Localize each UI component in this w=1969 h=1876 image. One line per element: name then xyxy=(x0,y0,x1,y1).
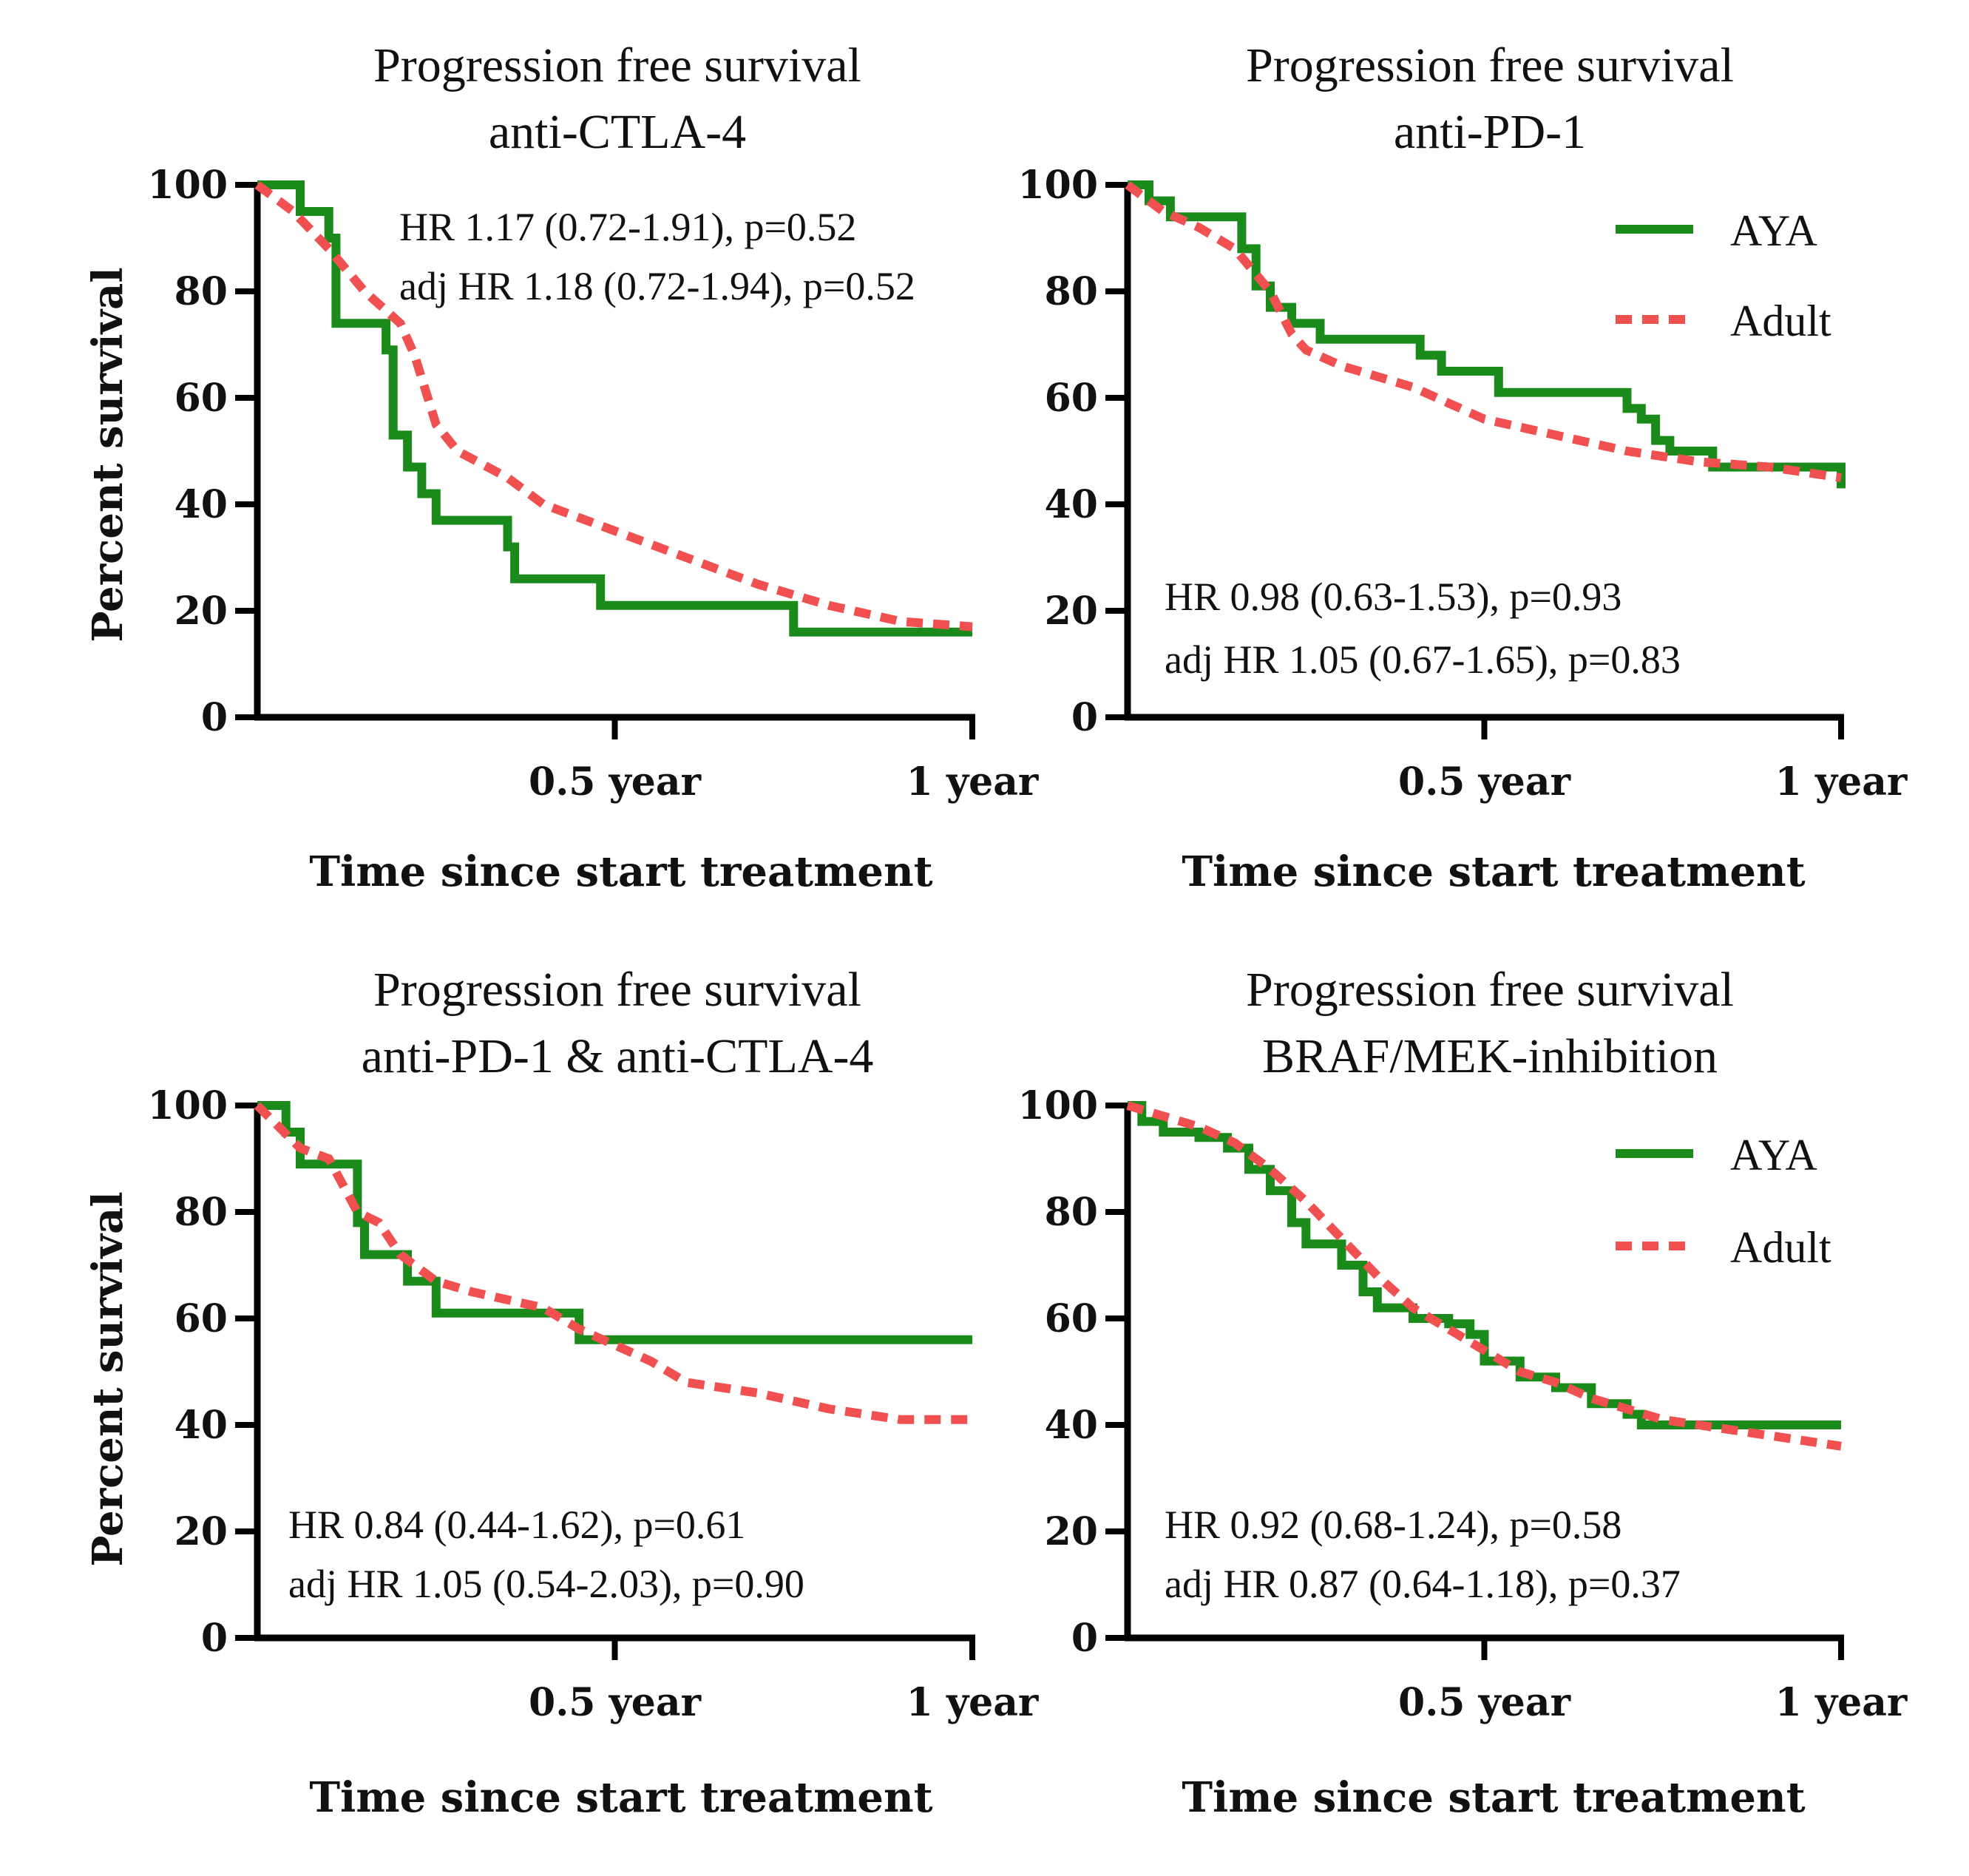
panel-title: Progression free survival xyxy=(1246,38,1734,92)
y-tick-label: 20 xyxy=(174,589,228,634)
y-tick-label: 60 xyxy=(174,1296,228,1341)
panel-title: Progression free survival xyxy=(373,963,861,1017)
legend: AYA Adult xyxy=(1616,206,1831,345)
panel-title: Progression free survival xyxy=(1246,963,1734,1017)
y-tick-label: 20 xyxy=(174,1509,228,1554)
y-tick-label: 60 xyxy=(174,376,228,421)
y-tick-label: 40 xyxy=(174,482,228,527)
series-aya-curve xyxy=(1128,1101,1841,1429)
x-tick-label: 0.5 year xyxy=(1398,759,1571,805)
x-tick-label: 1 year xyxy=(1775,759,1908,805)
panel-combo: Progression free survival anti-PD-1 & an… xyxy=(84,963,1039,1822)
hr-annotation: HR 0.84 (0.44-1.62), p=0.61 xyxy=(288,1503,745,1547)
y-axis-label: Percent survival xyxy=(84,1191,132,1566)
x-tick-label: 1 year xyxy=(906,759,1039,805)
y-tick-label: 80 xyxy=(174,269,228,314)
y-tick-label: 80 xyxy=(174,1190,228,1235)
x-tick-label: 1 year xyxy=(1775,1680,1908,1725)
hr-annotation: HR 1.17 (0.72-1.91), p=0.52 xyxy=(399,205,856,249)
y-tick-label: 0 xyxy=(1071,695,1098,740)
x-axis-label: Time since start treatment xyxy=(1182,847,1805,896)
series-adult-curve xyxy=(254,181,973,631)
y-tick-label: 100 xyxy=(147,1083,228,1128)
panel-anti-ctla4: Progression free survival anti-CTLA-4 Pe… xyxy=(84,38,1039,896)
panel-subtitle: anti-CTLA-4 xyxy=(489,105,746,159)
y-tick-label: 20 xyxy=(1045,1509,1098,1554)
plot-area: 0 20 40 60 80 100 0.5 year 1 year xyxy=(147,163,1038,805)
adj-hr-annotation: adj HR 1.05 (0.54-2.03), p=0.90 xyxy=(288,1562,804,1606)
y-tick-label: 100 xyxy=(1017,163,1098,208)
y-tick-label: 40 xyxy=(174,1403,228,1448)
y-tick-label: 80 xyxy=(1045,1190,1098,1235)
legend-aya-label: AYA xyxy=(1730,206,1817,255)
x-axis-label: Time since start treatment xyxy=(1182,1773,1805,1822)
panel-subtitle: anti-PD-1 & anti-CTLA-4 xyxy=(362,1029,874,1083)
adj-hr-annotation: adj HR 0.87 (0.64-1.18), p=0.37 xyxy=(1165,1562,1681,1606)
y-tick-label: 40 xyxy=(1045,1403,1098,1448)
y-tick-label: 20 xyxy=(1045,589,1098,634)
y-tick-label: 0 xyxy=(1071,1616,1098,1661)
series-aya-curve xyxy=(1128,180,1846,489)
y-tick-label: 60 xyxy=(1045,1296,1098,1341)
plot-area: 0 20 40 60 80 100 0.5 year 1 year xyxy=(147,1083,1038,1725)
y-tick-label: 100 xyxy=(147,163,228,208)
y-tick-label: 0 xyxy=(201,695,228,740)
series-aya-curve xyxy=(257,1101,972,1344)
y-tick-label: 100 xyxy=(1017,1083,1098,1128)
panel-subtitle: BRAF/MEK-inhibition xyxy=(1262,1029,1718,1083)
series-aya-curve xyxy=(257,180,972,637)
adj-hr-annotation: adj HR 1.18 (0.72-1.94), p=0.52 xyxy=(399,264,915,308)
legend-aya-label: AYA xyxy=(1730,1131,1817,1179)
x-tick-label: 0.5 year xyxy=(1398,1680,1571,1725)
series-adult-curve xyxy=(1126,1101,1842,1451)
x-axis-label: Time since start treatment xyxy=(309,847,932,896)
adj-hr-annotation: adj HR 1.05 (0.67-1.65), p=0.83 xyxy=(1165,637,1681,682)
panel-anti-pd1: Progression free survival anti-PD-1 Time… xyxy=(1017,38,1907,896)
y-tick-label: 60 xyxy=(1045,376,1098,421)
plot-area: 0 20 40 60 80 100 0.5 year 1 year xyxy=(1017,163,1907,805)
hr-annotation: HR 0.98 (0.63-1.53), p=0.93 xyxy=(1165,575,1621,619)
plot-area: 0 20 40 60 80 100 0.5 year 1 year xyxy=(1017,1083,1907,1725)
y-axis-label: Percent survival xyxy=(84,267,132,642)
y-tick-label: 0 xyxy=(201,1616,228,1661)
x-tick-label: 1 year xyxy=(906,1680,1039,1725)
x-axis-label: Time since start treatment xyxy=(309,1773,932,1822)
legend: AYA Adult xyxy=(1616,1131,1831,1272)
x-tick-label: 0.5 year xyxy=(529,759,702,805)
series-adult-curve xyxy=(254,1102,972,1424)
y-tick-label: 40 xyxy=(1045,482,1098,527)
x-tick-label: 0.5 year xyxy=(529,1680,702,1725)
legend-adult-label: Adult xyxy=(1730,1223,1831,1272)
panel-braf-mek: Progression free survival BRAF/MEK-inhib… xyxy=(1017,963,1907,1822)
hr-annotation: HR 0.92 (0.68-1.24), p=0.58 xyxy=(1165,1503,1621,1547)
panel-title: Progression free survival xyxy=(373,38,861,92)
y-tick-label: 80 xyxy=(1045,269,1098,314)
panel-subtitle: anti-PD-1 xyxy=(1394,105,1586,159)
legend-adult-label: Adult xyxy=(1730,297,1831,345)
